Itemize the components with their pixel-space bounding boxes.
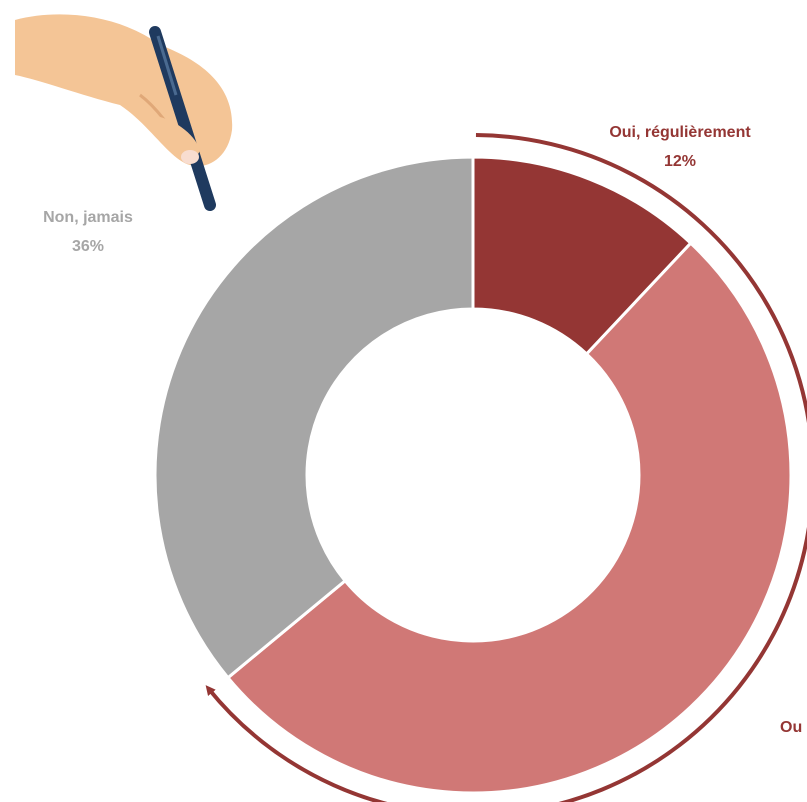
donut-slice — [153, 155, 475, 680]
labels: Oui, régulièrement 12% Ou Non, jamais 36% — [43, 124, 802, 736]
donut — [153, 155, 793, 795]
slice-value-label: 12% — [664, 153, 696, 170]
slice-value-label: 36% — [72, 238, 104, 255]
donut-slice — [471, 155, 693, 357]
hand-illustration — [15, 14, 233, 211]
slice-label: Non, jamais — [43, 209, 133, 226]
arc-arrow — [205, 133, 807, 802]
slice-label: Ou — [780, 719, 802, 736]
donut-slice — [225, 241, 793, 795]
slice-label: Oui, régulièrement — [609, 124, 751, 141]
